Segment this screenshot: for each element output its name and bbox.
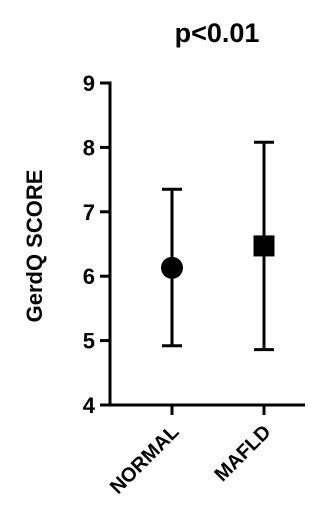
data-points [161,140,275,352]
x-tick-label-normal: NORMAL [106,421,184,499]
x-tick-label-mafld: MAFLD [210,421,275,486]
mean-marker-mafld [253,235,275,257]
y-tick-label-8: 8 [83,135,95,160]
y-tick-label-7: 7 [83,200,95,225]
x-ticks: NORMAL MAFLD [106,405,276,499]
chart-title: p<0.01 [175,18,260,48]
y-tick-label-4: 4 [83,393,96,418]
y-tick-label-5: 5 [83,329,95,354]
y-tick-label-6: 6 [83,264,95,289]
y-tick-label-9: 9 [83,71,95,96]
mean-marker-normal [161,256,183,279]
y-ticks: 4 5 6 7 8 9 [83,71,110,418]
y-axis-label: GerdQ SCORE [22,170,47,323]
